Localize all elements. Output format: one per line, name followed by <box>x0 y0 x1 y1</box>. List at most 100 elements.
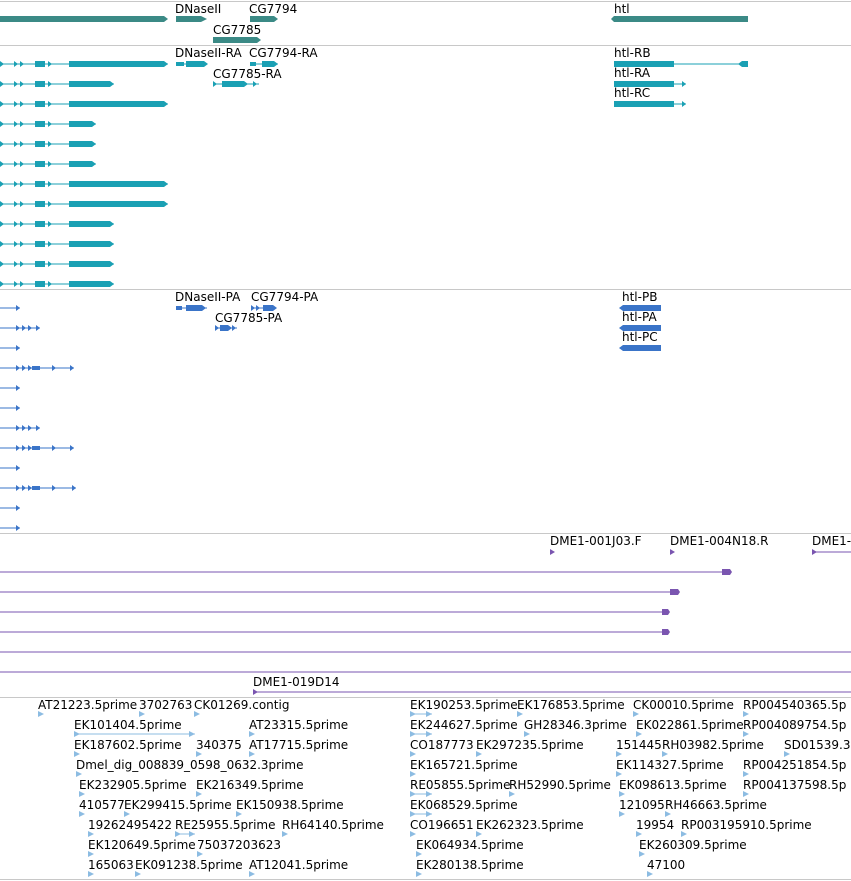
est-glyph[interactable] <box>743 711 749 717</box>
cdna-glyph[interactable] <box>0 629 670 635</box>
est-glyph[interactable] <box>196 751 202 757</box>
cdna-glyph[interactable] <box>0 609 670 615</box>
est-glyph[interactable] <box>616 751 622 757</box>
transcript-glyph[interactable] <box>614 81 686 87</box>
est-glyph[interactable] <box>524 731 530 737</box>
protein-glyph[interactable] <box>0 405 20 411</box>
est-glyph[interactable] <box>636 731 642 737</box>
cdna-glyph[interactable] <box>670 549 675 555</box>
est-glyph[interactable] <box>517 711 523 717</box>
est-glyph[interactable] <box>236 811 242 817</box>
transcript-glyph[interactable] <box>0 261 114 267</box>
est-glyph[interactable] <box>194 711 200 717</box>
protein-glyph[interactable] <box>251 305 277 311</box>
protein-glyph[interactable] <box>0 325 40 331</box>
gene-glyph[interactable] <box>176 16 207 22</box>
est-glyph[interactable] <box>79 791 85 797</box>
est-glyph[interactable] <box>662 751 668 757</box>
est-glyph[interactable] <box>619 811 625 817</box>
est-glyph[interactable] <box>282 831 288 837</box>
gene-glyph[interactable] <box>250 16 278 22</box>
cdna-glyph[interactable] <box>0 569 732 575</box>
est-glyph[interactable] <box>135 871 141 877</box>
est-glyph[interactable] <box>175 831 195 837</box>
est-glyph[interactable] <box>509 791 515 797</box>
transcript-glyph[interactable] <box>0 101 168 107</box>
protein-glyph[interactable] <box>0 425 40 431</box>
transcript-glyph[interactable] <box>0 281 114 287</box>
est-glyph[interactable] <box>76 771 82 777</box>
cdna-glyph[interactable] <box>253 689 851 695</box>
protein-glyph[interactable] <box>0 525 20 531</box>
cdna-glyph[interactable] <box>0 589 680 595</box>
protein-glyph[interactable] <box>619 345 661 351</box>
est-glyph[interactable] <box>74 731 195 737</box>
transcript-glyph[interactable] <box>0 201 168 207</box>
est-glyph[interactable] <box>410 751 416 757</box>
est-glyph[interactable] <box>38 711 44 717</box>
est-glyph[interactable] <box>784 751 790 757</box>
est-glyph[interactable] <box>476 751 482 757</box>
transcript-glyph[interactable] <box>176 61 208 67</box>
est-glyph[interactable] <box>124 811 130 817</box>
gene-glyph[interactable] <box>0 16 168 22</box>
est-glyph[interactable] <box>416 851 422 857</box>
protein-glyph[interactable] <box>215 325 237 331</box>
est-glyph[interactable] <box>743 791 749 797</box>
transcript-glyph[interactable] <box>0 241 114 247</box>
est-glyph[interactable] <box>647 871 653 877</box>
transcript-glyph[interactable] <box>0 221 114 227</box>
est-glyph[interactable] <box>743 771 749 777</box>
transcript-glyph[interactable] <box>250 61 278 67</box>
est-glyph[interactable] <box>88 851 94 857</box>
transcript-glyph[interactable] <box>0 61 168 67</box>
protein-glyph[interactable] <box>619 325 661 331</box>
cdna-glyph[interactable] <box>550 549 555 555</box>
est-glyph[interactable] <box>74 751 80 757</box>
est-glyph[interactable] <box>410 731 432 737</box>
est-glyph[interactable] <box>636 831 642 837</box>
protein-glyph[interactable] <box>0 465 20 471</box>
protein-glyph[interactable] <box>0 505 20 511</box>
est-glyph[interactable] <box>249 731 255 737</box>
transcript-glyph[interactable] <box>0 181 168 187</box>
est-glyph[interactable] <box>665 811 671 817</box>
est-glyph[interactable] <box>619 791 625 797</box>
protein-glyph[interactable] <box>619 305 661 311</box>
est-glyph[interactable] <box>639 851 645 857</box>
protein-glyph[interactable] <box>176 305 207 311</box>
est-glyph[interactable] <box>410 811 432 817</box>
transcript-glyph[interactable] <box>0 141 96 147</box>
est-glyph[interactable] <box>88 871 94 877</box>
protein-glyph[interactable] <box>0 485 76 491</box>
est-glyph[interactable] <box>249 751 255 757</box>
est-glyph[interactable] <box>633 711 639 717</box>
est-glyph[interactable] <box>79 811 85 817</box>
transcript-glyph[interactable] <box>614 61 748 67</box>
est-glyph[interactable] <box>616 771 622 777</box>
transcript-glyph[interactable] <box>0 121 96 127</box>
cdna-glyph[interactable] <box>812 549 851 555</box>
protein-glyph[interactable] <box>0 305 20 311</box>
est-glyph[interactable] <box>197 851 203 857</box>
protein-glyph[interactable] <box>0 385 20 391</box>
protein-glyph[interactable] <box>0 345 20 351</box>
est-glyph[interactable] <box>743 731 749 737</box>
est-glyph[interactable] <box>410 791 432 797</box>
est-glyph[interactable] <box>476 831 482 837</box>
transcript-glyph[interactable] <box>0 161 96 167</box>
est-glyph[interactable] <box>410 831 416 837</box>
protein-glyph[interactable] <box>0 365 74 371</box>
est-glyph[interactable] <box>196 791 202 797</box>
protein-glyph[interactable] <box>0 445 74 451</box>
est-glyph[interactable] <box>416 871 422 877</box>
gene-glyph[interactable] <box>611 16 748 22</box>
est-glyph[interactable] <box>681 831 687 837</box>
transcript-glyph[interactable] <box>0 81 114 87</box>
est-glyph[interactable] <box>249 871 255 877</box>
est-glyph[interactable] <box>410 771 416 777</box>
gene-glyph[interactable] <box>213 37 261 43</box>
transcript-glyph[interactable] <box>614 101 686 107</box>
est-glyph[interactable] <box>88 831 94 837</box>
est-glyph[interactable] <box>410 711 432 717</box>
